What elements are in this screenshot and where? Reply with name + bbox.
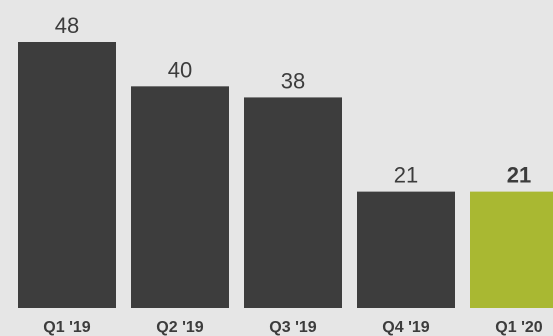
tick-label-2: Q2 '19 <box>156 319 203 336</box>
data-label-1: 48 <box>55 13 79 38</box>
data-label-3: 38 <box>281 68 305 93</box>
category-axis: Q1 '19 Q2 '19 Q3 '19 Q4 '19 Q1 '20 <box>43 319 542 336</box>
bar-2 <box>131 86 229 308</box>
data-label-5: 21 <box>507 163 531 188</box>
tick-label-4: Q4 '19 <box>382 319 429 336</box>
bars-group <box>18 42 553 309</box>
tick-label-5: Q1 '20 <box>495 319 542 336</box>
bar-4 <box>357 191 455 308</box>
data-label-4: 21 <box>394 163 418 188</box>
bar-5 <box>470 191 553 308</box>
bar-3 <box>244 97 342 309</box>
tick-label-1: Q1 '19 <box>43 319 90 336</box>
tick-label-3: Q3 '19 <box>269 319 316 336</box>
data-label-2: 40 <box>168 57 192 82</box>
bar-1 <box>18 42 116 308</box>
data-labels-group: 48 40 38 21 21 <box>55 13 531 188</box>
